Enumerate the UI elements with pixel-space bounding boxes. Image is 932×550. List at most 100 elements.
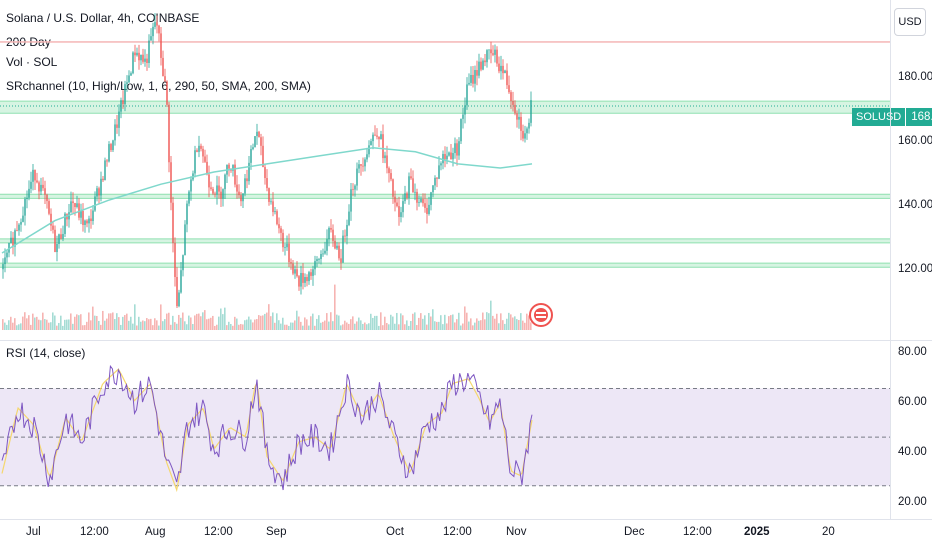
candle-body xyxy=(176,277,178,307)
volume-bar xyxy=(290,322,292,330)
earnings-event-icon[interactable] xyxy=(528,302,554,328)
candle-body xyxy=(460,118,462,142)
candle-body xyxy=(268,188,270,202)
candle-body xyxy=(428,204,430,214)
candle-body xyxy=(272,201,274,213)
candle-body xyxy=(96,188,98,197)
candle-body xyxy=(88,218,90,224)
price-tick: 140.00 xyxy=(898,199,932,211)
legend-srchannel[interactable]: SRchannel (10, High/Low, 1, 6, 290, 50, … xyxy=(6,79,311,93)
candle-body xyxy=(146,58,148,63)
candle-body xyxy=(246,178,248,182)
candle-body xyxy=(386,155,388,169)
candle-body xyxy=(528,122,530,129)
candle-body xyxy=(42,184,44,189)
candle-body xyxy=(144,58,146,62)
candle-body xyxy=(48,201,50,214)
volume-bar xyxy=(344,320,346,330)
volume-bar xyxy=(378,325,380,330)
candle-body xyxy=(478,61,480,76)
currency-button[interactable]: USD xyxy=(894,8,926,36)
volume-bar xyxy=(62,325,64,330)
candle-body xyxy=(148,40,150,63)
volume-bar xyxy=(506,318,508,330)
candle-body xyxy=(12,237,14,247)
chart-title[interactable]: Solana / U.S. Dollar, 4h, COINBASE xyxy=(6,11,200,25)
candle-body xyxy=(214,193,216,195)
time-tick: Jul xyxy=(26,526,41,538)
candle-body xyxy=(522,130,524,139)
candle-body xyxy=(162,57,164,77)
volume-bar xyxy=(68,319,70,330)
volume-bar xyxy=(96,315,98,330)
volume-bar xyxy=(508,312,510,330)
time-tick: 12:00 xyxy=(80,526,109,538)
volume-bar xyxy=(514,316,516,330)
volume-bar xyxy=(186,324,188,330)
volume-bar xyxy=(394,323,396,330)
volume-bar xyxy=(412,313,414,330)
volume-bar xyxy=(450,315,452,330)
candle-body xyxy=(24,199,26,216)
candle-body xyxy=(364,159,366,167)
volume-bar xyxy=(58,322,60,330)
volume-bar xyxy=(478,320,480,330)
volume-bar xyxy=(8,320,10,330)
candle-body xyxy=(150,36,152,41)
volume-bar xyxy=(20,323,22,330)
time-tick: Oct xyxy=(386,526,404,538)
candle-body xyxy=(94,196,96,211)
rsi-chart[interactable] xyxy=(0,341,890,519)
volume-bar xyxy=(50,322,52,330)
volume-bar xyxy=(204,310,206,330)
volume-bar xyxy=(150,318,152,330)
volume-bar xyxy=(88,312,90,330)
rsi-legend[interactable]: RSI (14, close) xyxy=(6,346,86,360)
price-chart[interactable] xyxy=(0,0,890,340)
volume-bar xyxy=(180,317,182,330)
candle-body xyxy=(178,292,180,307)
volume-bar xyxy=(396,312,398,330)
volume-bar xyxy=(460,325,462,330)
candle-body xyxy=(188,191,190,204)
candle-body xyxy=(108,144,110,162)
volume-bar xyxy=(206,319,208,330)
candle-body xyxy=(238,191,240,196)
ma-200-line xyxy=(1,146,533,254)
volume-bar xyxy=(232,325,234,330)
volume-bar xyxy=(166,313,168,330)
volume-bar xyxy=(72,323,74,330)
pane-divider[interactable] xyxy=(0,340,932,341)
candle-body xyxy=(122,100,124,105)
volume-bar xyxy=(28,315,30,330)
volume-bar xyxy=(224,307,226,330)
legend-volume[interactable]: Vol · SOL xyxy=(6,55,58,69)
volume-bar xyxy=(384,316,386,330)
volume-bar xyxy=(116,313,118,330)
candle-body xyxy=(344,235,346,237)
time-tick: Sep xyxy=(266,526,287,538)
candle-body xyxy=(354,185,356,190)
candle-body xyxy=(34,169,36,181)
candle-body xyxy=(10,237,12,243)
volume-bar xyxy=(184,321,186,330)
candle-body xyxy=(242,193,244,202)
candle-body xyxy=(334,240,336,249)
candle-body xyxy=(64,213,66,234)
candle-body xyxy=(470,74,472,83)
volume-bar xyxy=(402,315,404,330)
volume-bar xyxy=(132,323,134,330)
volume-bar xyxy=(288,325,290,330)
volume-bar xyxy=(440,315,442,330)
volume-bar xyxy=(2,319,4,330)
rsi-tick: 20.00 xyxy=(898,496,927,508)
candle-body xyxy=(500,65,502,72)
candle-body xyxy=(508,85,510,93)
badge-price: 168.31 xyxy=(906,108,932,126)
candle-body xyxy=(306,277,308,282)
candle-body xyxy=(302,273,304,283)
volume-bar xyxy=(64,319,66,330)
volume-bar xyxy=(18,324,20,330)
candle-body xyxy=(412,178,414,193)
volume-bar xyxy=(318,315,320,330)
